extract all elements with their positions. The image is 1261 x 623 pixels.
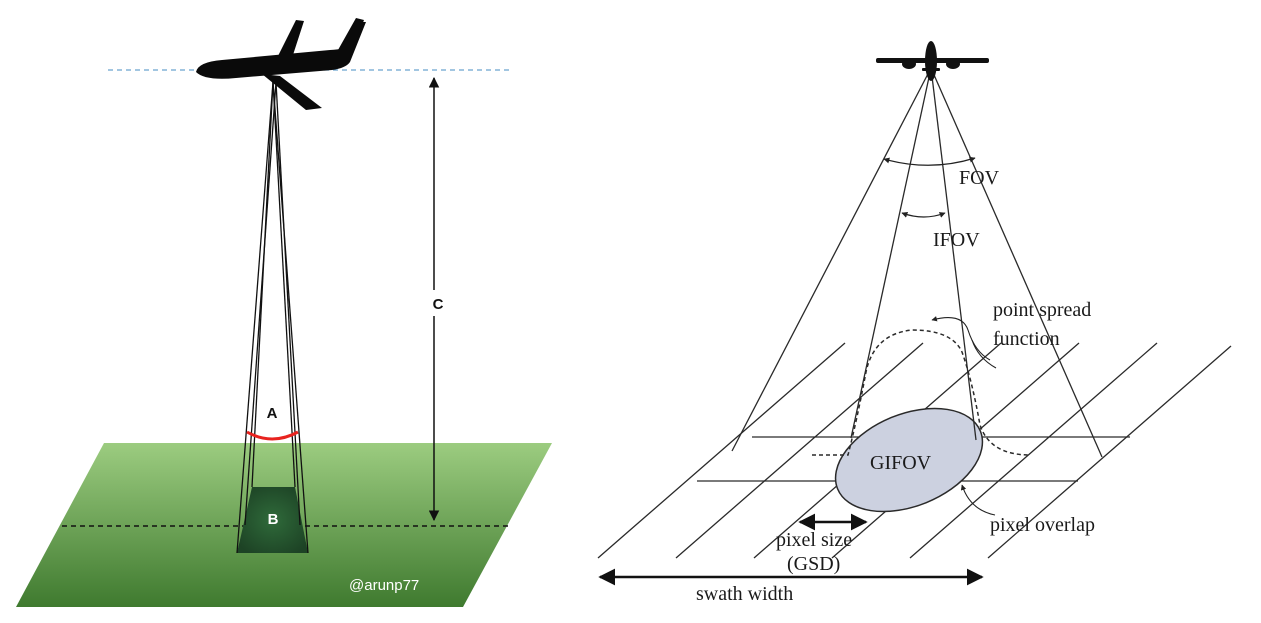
aircraft-top-view-icon [876, 41, 989, 81]
right-diagram [597, 67, 1232, 586]
point-spread-function-curve [812, 329, 1031, 456]
psf-label-line1: point spread [993, 299, 1091, 321]
ifov-angle-arc [901, 212, 946, 218]
psf-pointer-arrow [931, 316, 991, 361]
gifov-label: GIFOV [870, 452, 932, 474]
fov-angle-arc [883, 156, 976, 166]
ifov-angle-arc [246, 430, 299, 441]
fov-lines [731, 67, 1103, 458]
ifov-lines [850, 67, 977, 441]
pixel-size-label-line1: pixel size [776, 529, 852, 551]
psf-label-line2: function [993, 328, 1060, 350]
label-b: B [268, 511, 279, 528]
label-a: A [267, 405, 278, 422]
watermark: @arunp77 [349, 577, 419, 594]
left-diagram: C A B @arunp77 [16, 18, 552, 607]
ifov-label: IFOV [933, 229, 980, 251]
swath-width-label: swath width [696, 583, 793, 605]
fov-label: FOV [959, 167, 1000, 189]
pixel-overlap-pointer [960, 484, 996, 516]
pixel-size-label-line2: (GSD) [787, 553, 840, 575]
label-c: C [433, 296, 444, 313]
sensor-beam-lines [236, 81, 309, 554]
gifov-ellipse [834, 407, 984, 513]
pixel-overlap-label: pixel overlap [990, 514, 1095, 536]
aircraft-icon [196, 18, 366, 110]
ground-footprint [237, 487, 308, 553]
